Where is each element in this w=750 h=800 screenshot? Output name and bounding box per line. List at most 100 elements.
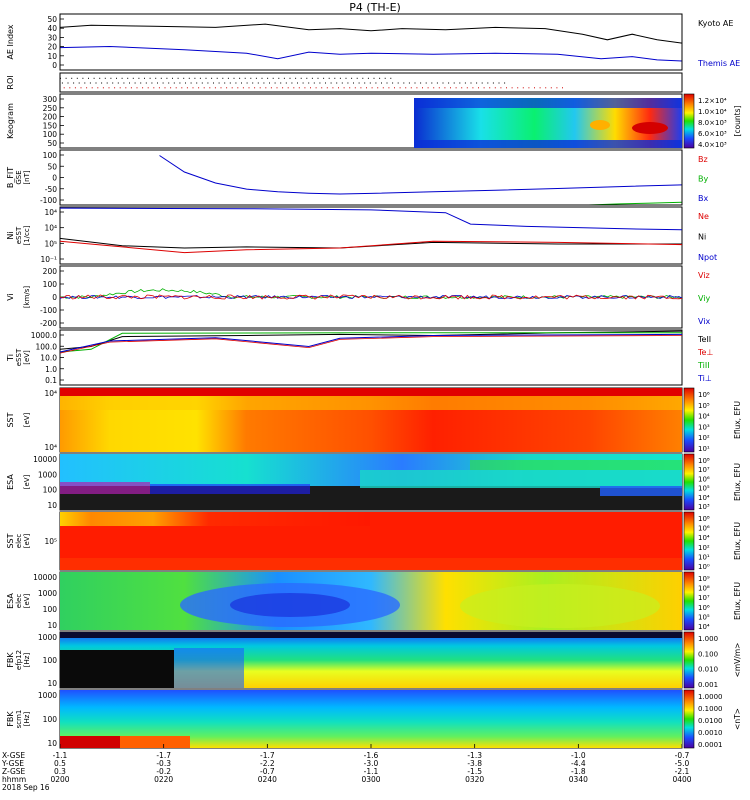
- roi-dot: [371, 87, 373, 89]
- roi-dot: [67, 82, 69, 84]
- ti-ytick: 0.1: [45, 376, 57, 385]
- roi-dot: [160, 77, 162, 79]
- keo-colorbar: 1.2×10⁴ 1.0×10⁴ 8.0×10³ 6.0×10³ 4.0×10³ [coun…: [683, 93, 742, 149]
- roi-dot: [382, 87, 384, 89]
- roi-dot: [134, 82, 136, 84]
- roi-dot: [213, 82, 214, 84]
- fbk_b-colorbar-tick: 0.0100: [698, 717, 723, 725]
- vi-ytick: -100: [40, 306, 57, 315]
- roi-dot: [311, 77, 313, 79]
- fbk_e-ylabel3: [Hz]: [23, 653, 31, 668]
- sst_e-ylabel2: elec: [15, 534, 23, 549]
- roi-dot: [362, 77, 364, 79]
- roi-dot: [145, 82, 147, 84]
- roi-dot: [420, 82, 422, 84]
- roi-dot: [218, 82, 220, 84]
- roi-dot: [102, 87, 104, 89]
- roi-dot: [179, 82, 181, 84]
- roi-dot: [317, 77, 319, 79]
- roi-dot: [410, 87, 412, 89]
- roi-dot: [356, 77, 358, 79]
- roi-dot: [397, 82, 399, 84]
- bfit-series-by: [588, 201, 683, 206]
- figure-title: P4 (TH-E): [349, 1, 401, 14]
- roi-dot: [283, 77, 285, 79]
- ni-ylabel2: eSST: [15, 226, 23, 244]
- roi-dot: [315, 87, 317, 89]
- vi-ytick: 100: [43, 280, 58, 289]
- fbk_e-colorbar-tick: 0.010: [698, 666, 718, 674]
- esa_i-ytick: 10000: [33, 455, 57, 464]
- bfit-frame: [59, 149, 683, 206]
- sst-ion-topbar: [60, 388, 682, 396]
- roi-dot: [88, 77, 89, 79]
- esa_i-ytick: 100: [43, 486, 58, 495]
- roi-dot: [328, 77, 330, 79]
- ti-ylabel: Ti: [6, 354, 15, 362]
- esa-electron-spectrogram: [60, 572, 682, 630]
- roi-dot: [162, 82, 164, 84]
- xaxis-row-label: 2018 Sep 16: [2, 783, 50, 792]
- sst_e-ytick: 10⁵: [44, 537, 57, 546]
- roi-dot: [267, 77, 269, 79]
- roi-dot: [130, 87, 132, 89]
- roi-dot: [205, 77, 207, 79]
- roi-dot: [422, 87, 423, 89]
- keo-ytick: 50: [47, 139, 57, 148]
- sst_i-ylabel3: [eV]: [23, 412, 31, 427]
- roi-dot: [151, 82, 153, 84]
- sst_i-colorbar-tick: 10¹: [698, 445, 710, 453]
- sst_i-ytick: 10⁴: [44, 389, 57, 398]
- roi-dot: [80, 87, 82, 89]
- fbk_b-colorbar-scale: [683, 689, 695, 749]
- roi-dot: [214, 87, 216, 89]
- roi-dot: [562, 87, 563, 89]
- roi-dot: [248, 87, 250, 89]
- roi-dot: [353, 82, 354, 84]
- ni-ytick: 10⁴: [44, 224, 57, 233]
- xaxis-tick-t: 0220: [154, 775, 173, 784]
- sst_e-colorbar-tick: 10⁶: [698, 525, 710, 533]
- esa_i-colorbar-scale: [683, 453, 695, 511]
- fbk-magnetic-spectrogram: [60, 690, 682, 748]
- esa_e-colorbar-scale: [683, 571, 695, 631]
- sst_e-ylabel: SST: [6, 533, 15, 548]
- ti-legend-3: Ti⊥: [697, 374, 712, 383]
- roi-dot: [224, 82, 226, 84]
- bfit-ytick: 0: [52, 174, 57, 183]
- roi-dot: [181, 87, 183, 89]
- fbk_e-colorbar-scale: [683, 631, 695, 689]
- sst_e-colorbar-scale: [683, 511, 695, 571]
- keo-ytick: 200: [43, 113, 58, 122]
- roi-dot: [534, 87, 535, 89]
- sst_e-colorbar-tick: 10⁴: [698, 534, 710, 542]
- esa_i-colorbar-tick: 10⁵: [698, 485, 710, 493]
- bfit-legend-1: By: [698, 175, 708, 184]
- roi-dot: [276, 87, 278, 89]
- vi-ylabel: Vi: [6, 293, 15, 301]
- roi-dot: [289, 77, 291, 79]
- sst_i-ylabel: SST: [6, 412, 15, 427]
- roi-dot: [384, 77, 386, 79]
- roi-dot: [354, 87, 356, 89]
- roi-dot: [500, 87, 502, 89]
- roi-dot: [298, 87, 300, 89]
- ae-legend-0: Kyoto AE: [698, 19, 733, 28]
- ti-series-tiii: [59, 332, 682, 353]
- panel-vi: Vi [km/s] 200 100 0 -100 -200 Viz Viy Vix: [6, 265, 711, 329]
- fbk_e-ylabel2: efp12: [15, 650, 23, 670]
- roi-dot: [414, 82, 416, 84]
- roi-dot: [377, 87, 379, 89]
- roi-dot: [388, 87, 390, 89]
- roi-dot: [170, 87, 172, 89]
- xaxis-tick-z: -0.7: [260, 767, 275, 776]
- vi-frame: [59, 265, 683, 329]
- fbk_b-ylabel2: scm1: [15, 710, 23, 729]
- ae-series-kyoto-ae: [59, 23, 683, 44]
- roi-dot: [270, 87, 272, 89]
- roi-dot: [336, 82, 338, 84]
- esa_e-colorbar-tick: 10⁶: [698, 604, 710, 612]
- ni-legend-2: Npot: [698, 253, 717, 262]
